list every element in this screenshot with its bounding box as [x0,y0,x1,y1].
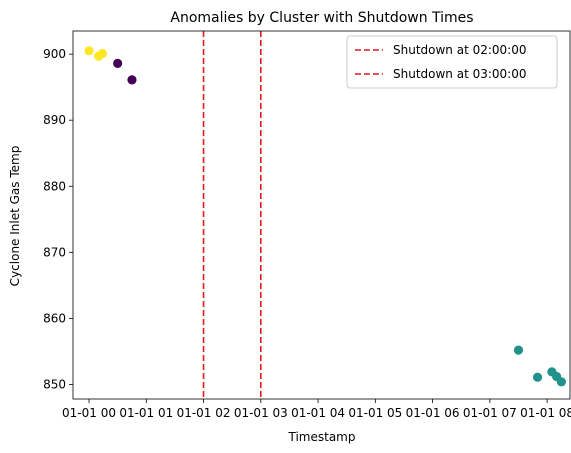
legend-label-2: Shutdown at 03:00:00 [393,67,527,81]
y-tick-label-4: 880 [43,179,66,193]
legend-label-1: Shutdown at 02:00:00 [393,43,527,57]
x-tick-label-9: 01-01 08 [520,406,571,420]
x-tick-label-8: 01-01 07 [463,406,517,420]
legend: Shutdown at 02:00:00 Shutdown at 03:00:00 [346,35,558,89]
x-tick-label-7: 01-01 06 [406,406,460,420]
x-axis-label: Timestamp [288,430,356,444]
data-point-c3-1 [513,345,524,355]
data-point-c3-2 [532,372,543,382]
x-tick-label-3: 01-01 02 [177,406,231,420]
y-tick-label-2: 860 [43,311,66,325]
x-tick-label-2: 01-01 01 [119,406,173,420]
x-tick-label-6: 01-01 05 [348,406,402,420]
y-tick-label-5: 890 [43,113,66,127]
y-axis-label: Cyclone Inlet Gas Temp [8,146,22,287]
data-point-c1-3 [97,48,107,59]
x-tick-label-4: 01-01 03 [234,406,288,420]
y-tick-label-1: 850 [43,377,66,391]
chart-title: Anomalies by Cluster with Shutdown Times [170,10,473,26]
legend-box [346,35,558,89]
data-point-c3-5 [556,377,567,387]
y-tick-label-3: 870 [43,245,66,259]
data-point-c1-1 [84,46,94,56]
x-tick-label-5: 01-01 04 [291,406,345,420]
y-tick-label-6: 900 [43,47,66,61]
data-point-c2-1 [113,58,123,68]
plot-area: 850 860 870 880 890 900 01-01 00 01-01 01 01-01 … [43,30,571,420]
axes-frame [72,30,571,400]
data-point-c2-2 [127,75,137,85]
x-tick-label-1: 01-01 00 [62,406,116,420]
